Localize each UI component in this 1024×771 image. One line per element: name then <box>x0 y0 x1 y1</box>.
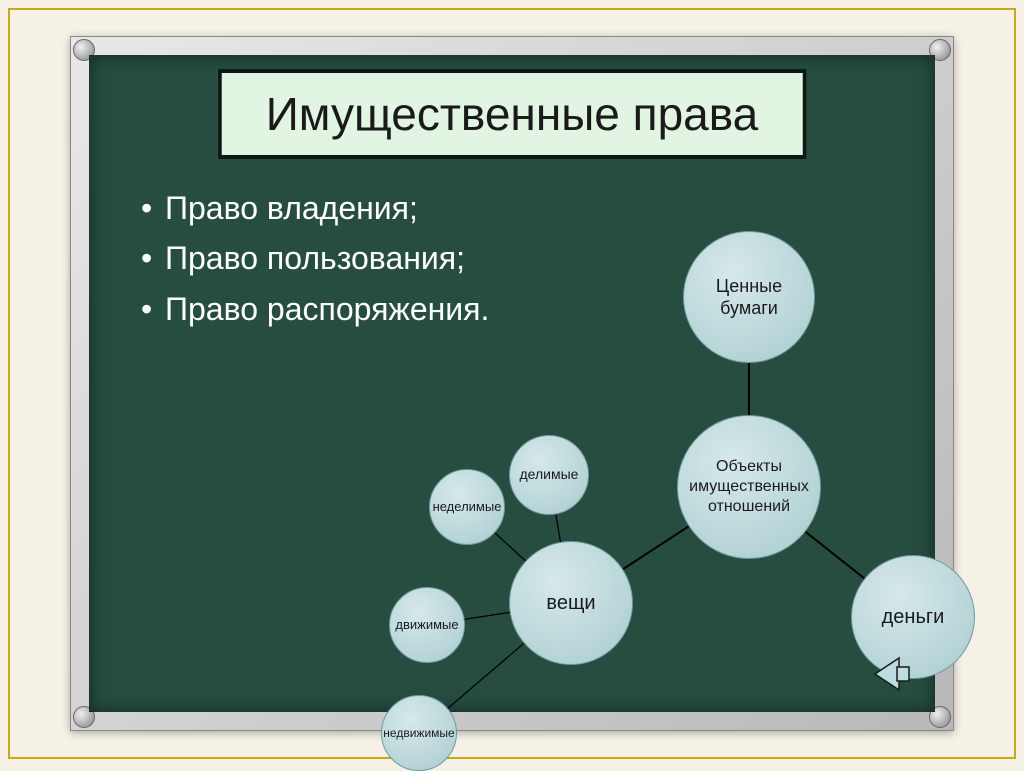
arrow-left-icon <box>869 652 913 696</box>
bullet-item: Право владения; <box>137 185 489 231</box>
board-frame: Имущественные права Право владения; Прав… <box>70 36 954 731</box>
diagram-node-divisible: делимые <box>509 435 589 515</box>
nav-back-button[interactable] <box>869 652 913 696</box>
diagram-node-movable: движимые <box>389 587 465 663</box>
diagram-node-securities: Ценные бумаги <box>683 231 815 363</box>
diagram-node-indivisible: неделимые <box>429 469 505 545</box>
bullet-item: Право пользования; <box>137 235 489 281</box>
bullet-list: Право владения; Право пользования; Право… <box>137 185 489 336</box>
outer-frame: Имущественные права Право владения; Прав… <box>8 8 1016 759</box>
diagram-node-immovable: недвижимые <box>381 695 457 771</box>
bullet-item: Право распоряжения. <box>137 286 489 332</box>
chalkboard: Имущественные права Право владения; Прав… <box>89 55 935 712</box>
diagram-node-center: Объекты имущественных отношений <box>677 415 821 559</box>
diagram-node-things: вещи <box>509 541 633 665</box>
slide-title: Имущественные права <box>218 69 807 159</box>
